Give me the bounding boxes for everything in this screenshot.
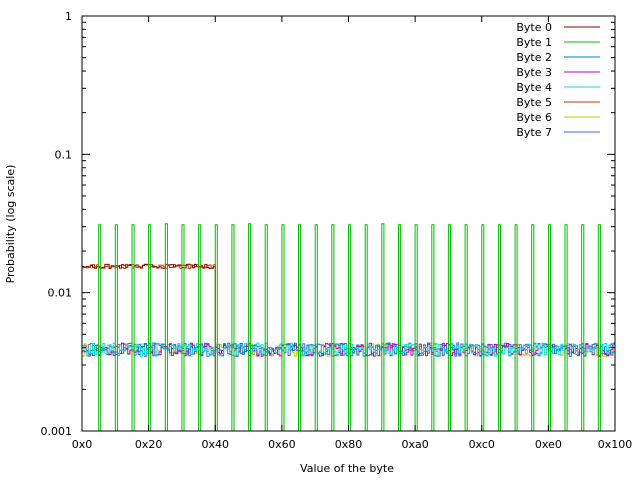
byte-1-spike — [264, 224, 268, 431]
byte-1-spike — [531, 224, 535, 431]
legend-label: Byte 2 — [516, 51, 552, 64]
byte-1-spike — [547, 224, 551, 431]
byte-1-spike — [348, 224, 352, 431]
byte-1-spike — [198, 224, 202, 431]
y-tick-label: 0.01 — [48, 287, 73, 300]
legend-label: Byte 6 — [516, 111, 552, 124]
legend: Byte 0 Byte 1 Byte 2 Byte 3 Byte 4 Byte 5 Byte… — [516, 21, 600, 139]
byte-1-spike — [364, 224, 368, 431]
byte-1-spike — [148, 224, 152, 431]
byte-1-spike — [281, 224, 285, 431]
x-tick-label: 0xa0 — [402, 438, 429, 451]
y-tick-label: 0.001 — [41, 425, 73, 438]
byte-1-spike — [464, 224, 468, 431]
x-tick-label: 0x60 — [268, 438, 296, 451]
byte-1-spike — [98, 224, 102, 431]
axes: 0x0 0x20 0x40 0x60 0x80 0xa0 0xc0 0xe0 0x100 0.00… — [41, 10, 633, 451]
x-tick-label: 0x0 — [72, 438, 93, 451]
byte-1-spike — [581, 224, 585, 431]
byte-1-spike — [564, 224, 568, 431]
y-tick-label: 0.1 — [55, 148, 73, 161]
byte-1-spike — [214, 224, 218, 431]
byte-1-spike — [181, 224, 185, 431]
byte-1-spike — [481, 224, 485, 431]
byte-1-spike — [497, 224, 501, 431]
legend-label: Byte 3 — [516, 66, 552, 79]
x-tick-label: 0x40 — [201, 438, 229, 451]
x-tick-label: 0x80 — [335, 438, 363, 451]
y-axis-title: Probability (log scale) — [4, 165, 17, 284]
byte-1-spike — [114, 224, 118, 431]
byte-1-spike — [231, 224, 235, 431]
legend-label: Byte 1 — [516, 36, 552, 49]
byte-1-spike — [298, 224, 302, 431]
plot-content — [82, 223, 615, 431]
legend-label: Byte 0 — [516, 21, 552, 34]
x-tick-label: 0x100 — [598, 438, 633, 451]
byte-1-spike — [248, 223, 252, 431]
byte-1-spike — [414, 224, 418, 431]
byte-1-spike — [381, 223, 385, 431]
byte-1-spike — [164, 223, 168, 431]
x-axis-title: Value of the byte — [300, 462, 394, 475]
byte-1-spike — [398, 224, 402, 431]
x-tick-label: 0x20 — [135, 438, 163, 451]
y-tick-label: 1 — [65, 10, 72, 23]
byte-1-spike — [131, 224, 135, 431]
x-tick-label: 0xe0 — [535, 438, 562, 451]
legend-label: Byte 7 — [516, 126, 552, 139]
byte-1-spike — [447, 224, 451, 431]
byte-1-spike — [331, 224, 335, 431]
x-tick-label: 0xc0 — [469, 438, 495, 451]
byte-1-spike — [514, 224, 518, 431]
byte-1-spike — [597, 224, 601, 431]
byte-1-spike — [431, 224, 435, 431]
legend-label: Byte 5 — [516, 96, 552, 109]
byte-1-spike — [314, 224, 318, 431]
legend-label: Byte 4 — [516, 81, 552, 94]
